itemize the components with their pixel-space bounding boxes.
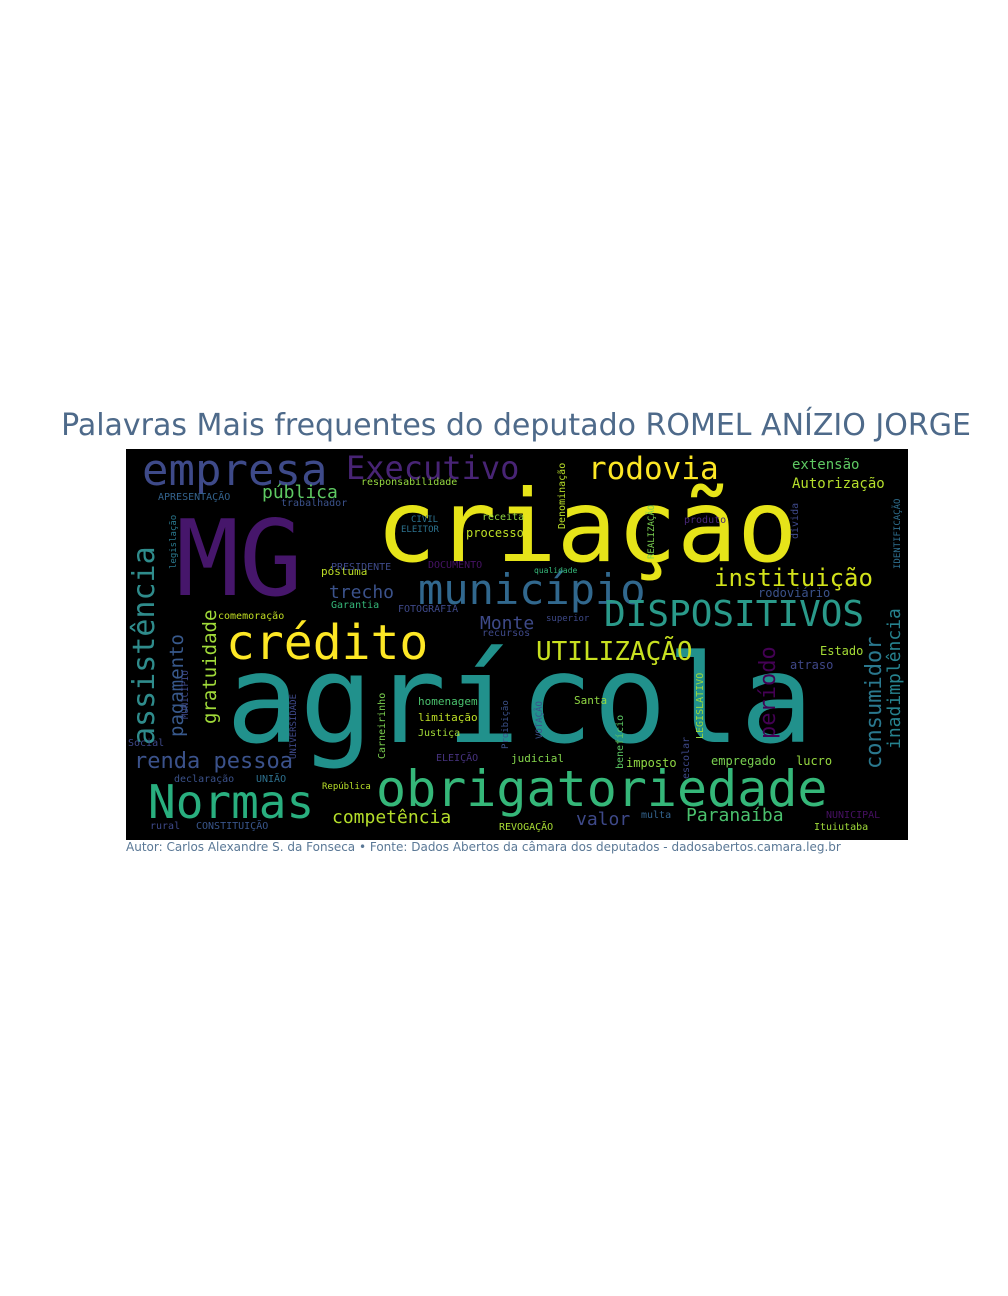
word: póstuma <box>321 565 368 578</box>
word: gratuidade <box>199 609 221 724</box>
word: multa <box>641 810 672 821</box>
word: DISPOSITIVOS <box>604 594 865 635</box>
word: responsabilidade <box>361 477 458 488</box>
word: crédito <box>226 615 429 671</box>
word: escolar <box>681 736 692 779</box>
word: imposto <box>626 756 677 770</box>
word: processo <box>466 526 524 540</box>
chart-title: Palavras Mais frequentes do deputado ROM… <box>61 408 971 443</box>
caption: Autor: Carlos Alexandre S. da Fonseca • … <box>126 840 841 854</box>
word: qualidade <box>534 566 578 575</box>
word: rodoviário <box>758 586 831 600</box>
word: pública <box>262 482 338 503</box>
word: empresa <box>142 449 328 496</box>
word: produto <box>684 515 727 526</box>
word: MG <box>176 498 303 620</box>
word: lucro <box>796 754 833 768</box>
word: atraso <box>790 658 834 672</box>
word: declaração <box>174 774 235 785</box>
word: UNIVERSIDADE <box>289 693 299 759</box>
word: instituição <box>714 564 873 592</box>
word: Estado <box>820 644 864 658</box>
word: DOCUMENTO <box>428 560 483 571</box>
word: LEGISLATIVO <box>695 672 706 739</box>
word: UTILIZAÇÃO <box>536 637 693 667</box>
word: Justiça <box>418 728 461 739</box>
word: Normas <box>148 775 315 829</box>
word: consumidor <box>862 636 887 769</box>
word: rural <box>150 821 181 832</box>
word: ELEIÇÃO <box>436 753 479 764</box>
word: valor <box>576 809 631 830</box>
word: período <box>756 646 781 739</box>
word: criação <box>376 468 798 585</box>
word: renda pessoa <box>134 749 293 774</box>
word: IDENTIFICAÇÃO <box>893 498 903 569</box>
word: VOTAÇÃO <box>535 701 545 739</box>
word: extensão <box>792 457 860 473</box>
word: CONSTITUIÇÃO <box>196 821 269 832</box>
word: Monte <box>480 613 535 634</box>
word: receita <box>482 512 525 523</box>
word: Garantia <box>331 600 380 611</box>
word: rodovia <box>588 451 719 487</box>
word: recursos <box>482 628 531 639</box>
word: empregado <box>711 754 777 768</box>
word: NUNICIPAL <box>826 810 881 821</box>
word: obrigatoriedade <box>376 760 828 818</box>
word: Autorização <box>792 476 885 492</box>
word: REVOGAÇÃO <box>499 822 554 833</box>
word: Denominação <box>557 462 568 529</box>
word: Social <box>128 738 165 749</box>
word: Santa <box>574 694 608 707</box>
word: inadimplência <box>884 608 905 749</box>
word: UNIÃO <box>256 774 287 785</box>
word: ELEITOR <box>401 525 439 535</box>
word: homenagem <box>418 695 478 708</box>
word: legislação <box>169 514 179 569</box>
word: REALIZAÇÃO <box>647 504 657 559</box>
word: assistência <box>127 546 162 745</box>
word: judicial <box>511 752 564 765</box>
word: MUNICÍPIO <box>181 670 191 719</box>
word: PRESIDENTE <box>331 562 392 573</box>
word: município <box>418 565 646 614</box>
word: benefício <box>615 714 626 769</box>
word: CIVIL <box>411 515 439 525</box>
word-cloud: agrícola criação MG obrigatoriedade créd… <box>126 449 908 840</box>
word: agrícola <box>226 629 814 771</box>
word: Ituiutaba <box>814 822 869 833</box>
word: Carneirinho <box>377 692 388 759</box>
word: trecho <box>329 582 395 603</box>
word: trabalhador <box>281 498 348 509</box>
word: superior <box>546 614 590 624</box>
word: competência <box>332 807 452 828</box>
word: Executivo <box>346 449 520 487</box>
word: comemoração <box>218 611 285 622</box>
word: República <box>322 782 371 792</box>
word: limitação <box>418 711 478 724</box>
word: Proibição <box>501 700 511 749</box>
word: Paranaíba <box>686 805 784 826</box>
word: APRESENTAÇÃO <box>158 492 231 503</box>
word: FOTOGRAFIA <box>398 604 459 615</box>
word: dívida <box>790 502 801 539</box>
